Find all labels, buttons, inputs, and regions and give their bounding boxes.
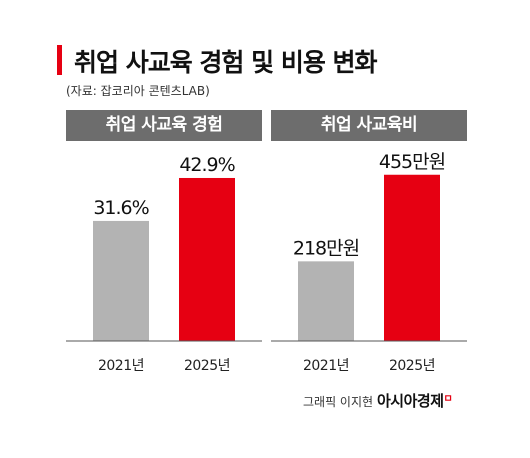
data-label: 218만원 [293, 237, 359, 259]
x-tick-label: 2025년 [389, 358, 435, 374]
bar-2021년 [93, 220, 149, 341]
x-tick-label: 2021년 [98, 358, 144, 374]
x-tick-label: 2025년 [184, 358, 230, 374]
chart-title: 취업 사교육비 [271, 110, 467, 141]
title-accent-bar [57, 45, 62, 75]
bar-chart-cost: 218만원 2021년 455만원 2025년 [271, 151, 467, 374]
data-label: 31.6% [93, 197, 148, 219]
data-label: 455만원 [379, 151, 445, 173]
page-title: 취업 사교육 경험 및 비용 변화 [74, 48, 378, 77]
chart-title: 취업 사교육 경험 [66, 110, 262, 141]
x-tick-label: 2021년 [303, 358, 349, 374]
bar-2025년 [179, 177, 235, 341]
logo-text: 아시아경제 [377, 392, 444, 410]
chart-panel-experience: 취업 사교육 경험 31.6% 2021년 42.9% 2025년 [66, 110, 262, 391]
bar-2021년 [298, 261, 354, 341]
chart-panel-cost: 취업 사교육비 218만원 2021년 455만원 2025년 [271, 110, 467, 391]
source-note: (자료: 잡코리아 콘텐츠LAB) [66, 84, 210, 98]
data-label: 42.9% [179, 154, 234, 176]
logo-mark: ㅁ [443, 394, 453, 405]
bar-2025년 [384, 174, 440, 341]
publisher-logo: 아시아경제ㅁ [377, 390, 453, 411]
graphic-credit: 그래픽 이지현 [303, 395, 374, 409]
bar-chart-experience: 31.6% 2021년 42.9% 2025년 [66, 154, 262, 374]
